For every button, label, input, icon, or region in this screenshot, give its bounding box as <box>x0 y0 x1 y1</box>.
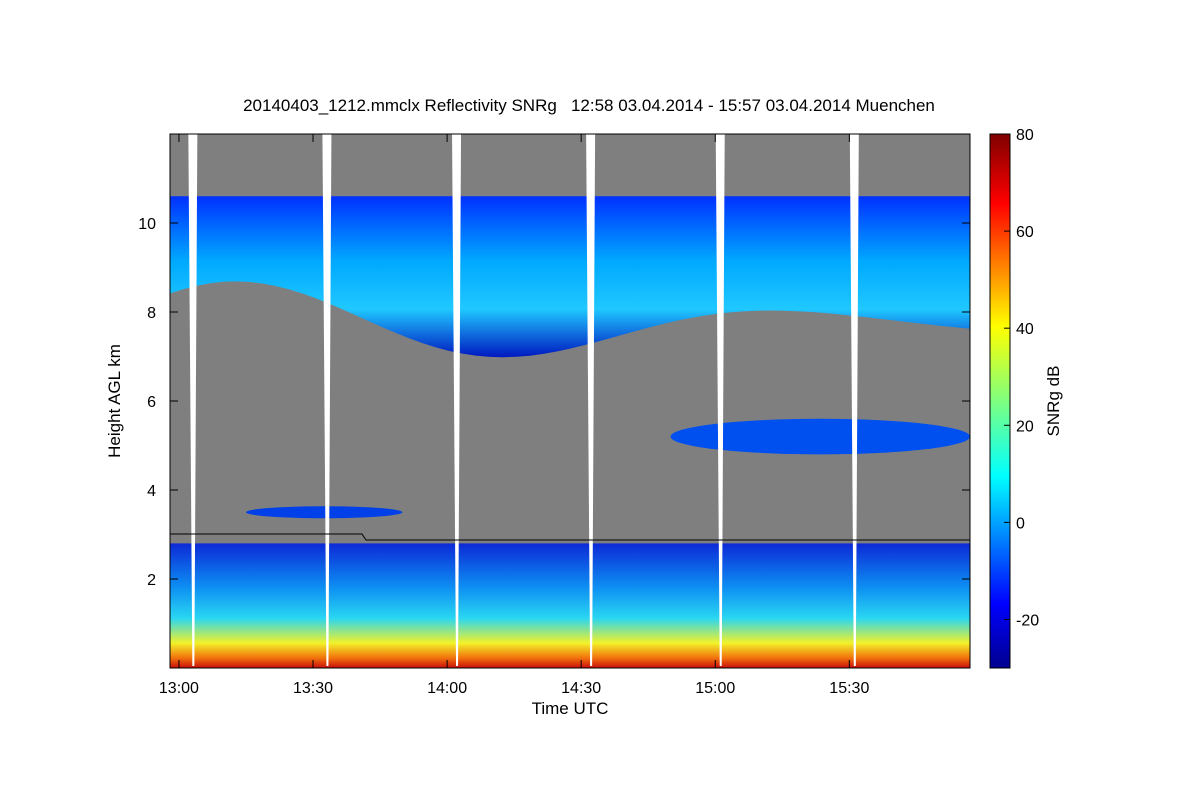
x-tick-label: 13:30 <box>293 680 333 697</box>
y-tick-label: 8 <box>147 305 156 322</box>
reference-line <box>170 533 970 541</box>
x-tick-label: 14:30 <box>561 680 601 697</box>
colorbar-tick-label: 60 <box>1016 224 1034 241</box>
cloud-layer <box>170 543 970 668</box>
colorbar-tick-label: 0 <box>1016 515 1025 532</box>
cloud-layer <box>170 196 970 358</box>
y-axis-label: Height AGL km <box>105 344 124 458</box>
cloud-layer <box>670 418 970 455</box>
colorbar <box>989 133 1011 669</box>
data-gap <box>452 134 462 666</box>
data-gap <box>849 134 859 666</box>
y-tick-label: 2 <box>147 572 156 589</box>
data-gap <box>715 134 725 666</box>
colorbar-tick-label: 20 <box>1016 418 1034 435</box>
y-tick-label: 6 <box>147 394 156 411</box>
x-tick-label: 14:00 <box>427 680 467 697</box>
cloud-layer <box>245 506 403 519</box>
y-tick-label: 4 <box>147 483 156 500</box>
data-gap <box>188 134 198 666</box>
chart-title: 20140403_1212.mmclx Reflectivity SNRg 12… <box>243 96 935 115</box>
colorbar-tick-label: 80 <box>1016 127 1034 144</box>
data-gap <box>322 134 332 666</box>
x-tick-label: 15:30 <box>829 680 869 697</box>
y-tick-label: 10 <box>138 216 156 233</box>
x-tick-label: 13:00 <box>159 680 199 697</box>
x-axis-label: Time UTC <box>532 699 609 718</box>
colorbar-label: SNRg dB <box>1044 366 1063 437</box>
colorbar-tick-label: 40 <box>1016 321 1034 338</box>
data-gap <box>586 134 596 666</box>
colorbar-tick-label: -20 <box>1016 612 1039 629</box>
x-tick-label: 15:00 <box>695 680 735 697</box>
